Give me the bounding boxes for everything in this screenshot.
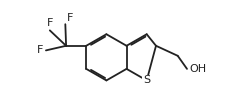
Text: F: F <box>67 13 73 23</box>
Text: OH: OH <box>189 64 207 74</box>
Text: F: F <box>47 18 53 28</box>
Text: S: S <box>143 75 150 85</box>
Text: F: F <box>37 45 44 55</box>
